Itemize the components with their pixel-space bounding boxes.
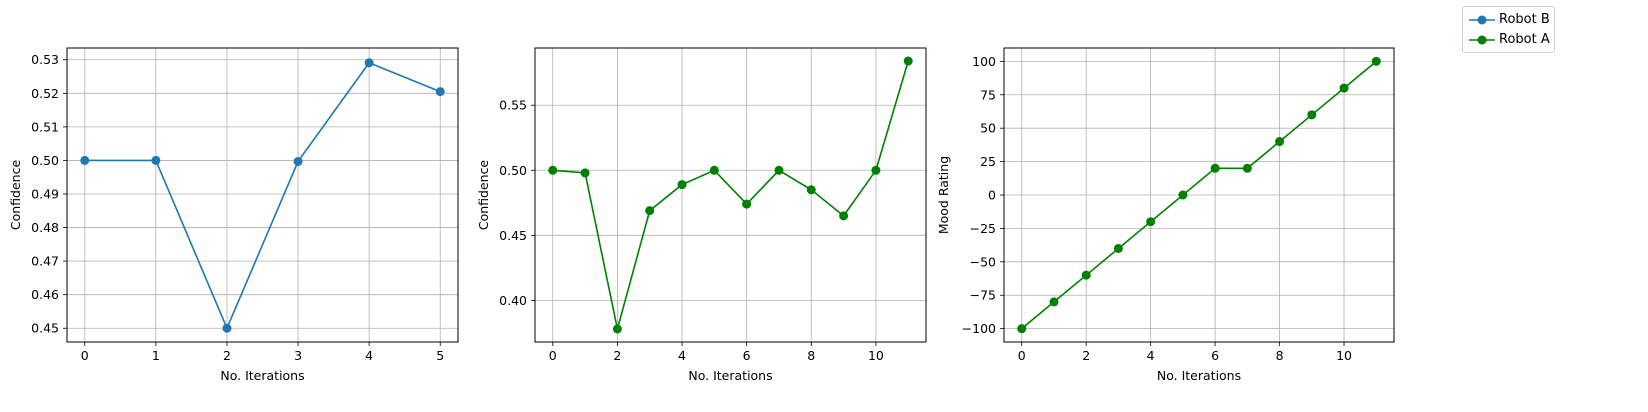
legend-entry-robot-a: Robot A [1463,30,1554,50]
axes-frame [534,47,927,343]
data-point [151,155,161,165]
x-axis-label: No. Iterations [220,368,304,383]
legend-label-robot-a: Robot A [1499,32,1550,47]
legend-label-robot-b: Robot B [1499,12,1550,27]
x-tick-label: 10 [868,348,884,363]
y-tick-label: −75 [970,288,996,303]
axes-frame [66,47,459,343]
data-point [1242,163,1252,173]
data-point [435,87,445,97]
legend: Robot B Robot A [1462,6,1555,53]
chart-panel-3: 0 2 4 6 8 10 −100 −75 −50 −25 0 25 50 75 100 No. Iterat… [936,47,1395,383]
y-tick-label: 0.40 [499,293,527,308]
y-tick-label: 25 [980,154,996,169]
data-point [580,168,590,178]
data-point [1081,270,1091,280]
data-point [1339,83,1349,93]
legend-entry-robot-b: Robot B [1463,10,1554,30]
x-tick-label: 2 [223,348,231,363]
x-tick-label: 0 [549,348,557,363]
data-point [1371,56,1381,66]
data-point [1210,163,1220,173]
y-axis-label: Mood Rating [936,156,951,234]
x-axis-label: No. Iterations [688,368,772,383]
data-point [903,56,913,66]
legend-swatch-robot-a [1469,35,1495,45]
data-point [1307,110,1317,120]
y-tick-label: −100 [962,321,996,336]
y-tick-label: 0 [988,188,996,203]
data-point [548,165,558,175]
x-tick-label: 4 [678,348,686,363]
data-point [1113,243,1123,253]
y-tick-label: 100 [972,54,996,69]
y-tick-label: −25 [970,221,996,236]
data-point [293,156,303,166]
data-point [742,199,752,209]
x-tick-label: 8 [807,348,815,363]
x-tick-label: 4 [365,348,373,363]
y-tick-label: 0.55 [499,98,527,113]
data-point [222,323,232,333]
data-point [612,324,622,334]
data-point [871,165,881,175]
y-tick-label: 0.45 [31,321,59,336]
x-tick-label: 0 [81,348,89,363]
y-axis-label: Confidence [476,160,491,231]
y-tick-label: 0.47 [31,254,59,269]
x-tick-label: 4 [1147,348,1155,363]
y-tick-label: 0.48 [31,220,59,235]
x-tick-label: 2 [613,348,621,363]
y-tick-label: 0.46 [31,287,59,302]
x-tick-label: 0 [1018,348,1026,363]
data-point [677,180,687,190]
y-axis-label: Confidence [8,160,23,231]
data-point [839,211,849,221]
x-axis-label: No. Iterations [1157,368,1241,383]
x-tick-label: 3 [294,348,302,363]
y-tick-label: 0.50 [31,153,59,168]
x-tick-label: 1 [152,348,160,363]
y-tick-label: 0.53 [31,52,59,67]
x-tick-label: 5 [436,348,444,363]
x-tick-label: 10 [1336,348,1352,363]
x-tick-label: 8 [1276,348,1284,363]
y-tick-label: 0.45 [499,228,527,243]
x-tick-label: 2 [1082,348,1090,363]
data-point [1017,324,1027,334]
y-tick-label: 0.52 [31,86,59,101]
data-point [1049,297,1059,307]
data-point [774,165,784,175]
data-point [806,185,816,195]
x-tick-label: 6 [743,348,751,363]
data-point [364,58,374,68]
data-point [80,155,90,165]
series-line [84,61,441,331]
y-tick-label: 0.50 [499,163,527,178]
chart-panel-2: 0 2 4 6 8 10 0.40 0.45 0.50 0.55 No. Iterations Con… [476,47,927,383]
series-line [1021,60,1377,330]
series-line [552,60,909,330]
data-point [1146,217,1156,227]
chart-panel-1: 0 1 2 3 4 5 0.45 0.46 0.47 0.48 0.49 0.50 0.51 0.52 0.… [8,47,459,383]
y-tick-label: 0.51 [31,119,59,134]
data-point [1178,190,1188,200]
y-tick-label: 0.49 [31,186,59,201]
legend-swatch-robot-b [1469,15,1495,25]
y-tick-label: 75 [980,87,996,102]
y-tick-label: 50 [980,121,996,136]
x-tick-label: 6 [1211,348,1219,363]
data-point [709,165,719,175]
data-point [645,206,655,216]
y-tick-label: −50 [970,254,996,269]
data-point [1275,137,1285,147]
